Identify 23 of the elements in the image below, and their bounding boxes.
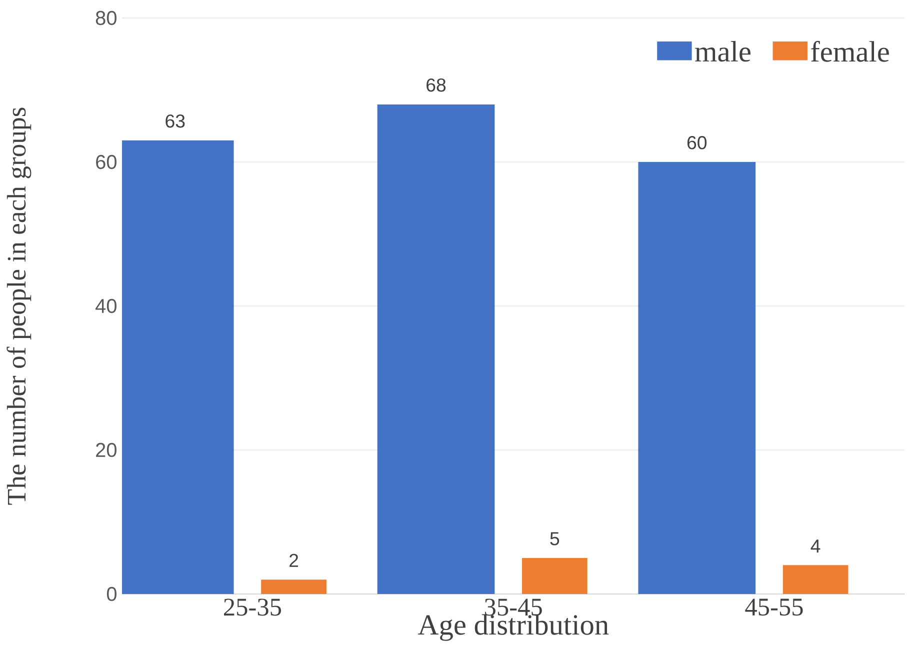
data-label: 5 <box>550 532 560 546</box>
y-axis-title: The number of people in each groups <box>6 108 32 505</box>
y-tick-label: 20 <box>96 442 116 458</box>
y-tick-label: 80 <box>96 10 116 26</box>
y-tick-label: 40 <box>96 298 116 314</box>
x-tick-label: 25-35 <box>224 598 281 616</box>
bar <box>377 104 495 594</box>
data-label: 63 <box>166 114 185 128</box>
y-tick-label: 0 <box>106 586 116 602</box>
data-label: 2 <box>290 554 298 567</box>
bar <box>638 162 756 594</box>
data-label: 60 <box>687 136 707 150</box>
bar <box>261 580 326 594</box>
data-label: 68 <box>426 78 446 92</box>
y-tick-label: 60 <box>96 154 116 170</box>
data-label: 4 <box>810 540 820 552</box>
legend-label: female <box>811 40 889 62</box>
x-axis-title: Age distribution <box>418 614 609 641</box>
legend-label: male <box>695 41 750 62</box>
bar <box>782 565 848 594</box>
x-tick-label: 45-55 <box>745 598 803 616</box>
bar <box>522 558 588 594</box>
x-tick-label: 35-45 <box>484 598 542 616</box>
